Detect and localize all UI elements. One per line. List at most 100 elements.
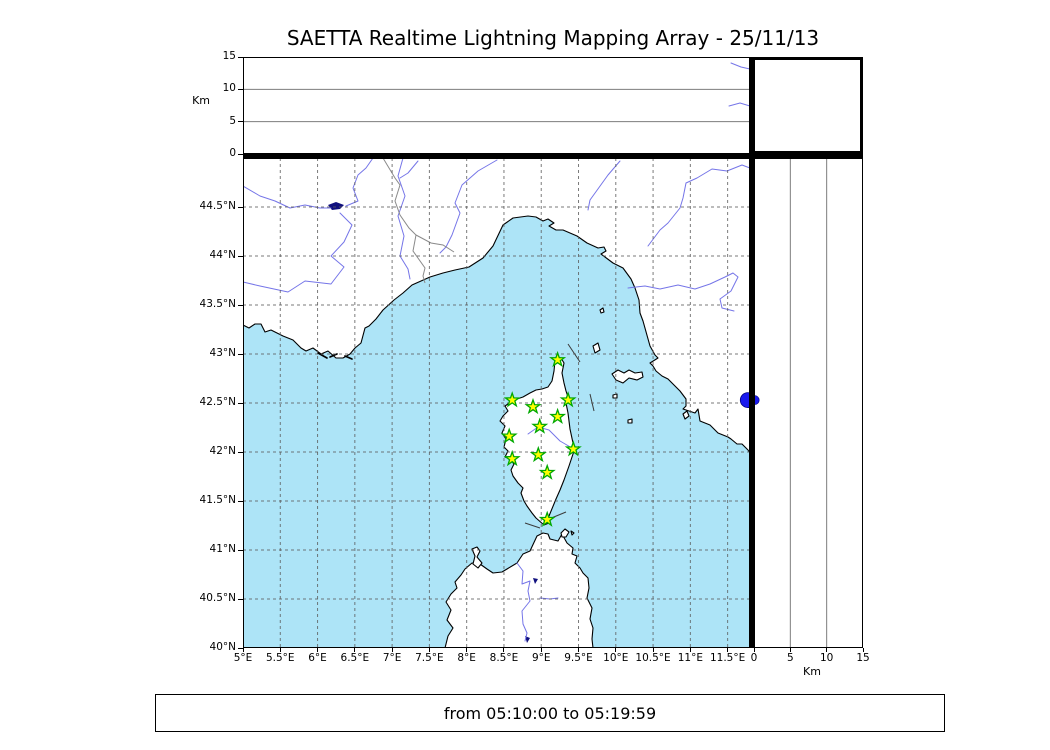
- lon-tick-label: 5°E: [233, 652, 253, 664]
- map-plot: [242, 157, 756, 649]
- altitude-latitude-plot: [749, 158, 863, 648]
- axis-tick: [789, 648, 791, 652]
- lon-tick-label: 6°E: [308, 652, 327, 664]
- lat-tick-label: 40°N: [209, 641, 236, 653]
- axis-tick: [317, 648, 319, 652]
- maddalena-islet: [570, 530, 575, 536]
- axis-tick: [238, 353, 243, 355]
- altitude-tick-label: 15: [222, 50, 236, 62]
- axis-tick: [238, 153, 243, 155]
- map-panel: [242, 157, 756, 649]
- panel-background: [243, 57, 750, 154]
- time-range-text: from 05:10:00 to 05:19:59: [443, 703, 657, 723]
- altitude-tick-label: 10: [222, 82, 236, 95]
- lon-tick-label: 6.5°E: [340, 652, 370, 664]
- axis-tick: [652, 648, 654, 652]
- axis-tick: [238, 121, 243, 123]
- station-star-marker: [564, 440, 582, 457]
- axis-tick: [238, 88, 243, 90]
- axis-tick: [238, 56, 243, 58]
- gorgona-island: [599, 307, 605, 314]
- lat-tick-label: 41.5°N: [199, 494, 236, 506]
- sardinia-lake-1: [533, 578, 538, 584]
- pianosa-island: [612, 393, 618, 399]
- station-star-marker: [500, 427, 518, 444]
- axis-tick: [354, 648, 356, 652]
- giglio-island: [682, 410, 690, 420]
- station-star-marker: [529, 445, 547, 463]
- elba-island: [611, 369, 644, 384]
- rivers: [242, 157, 751, 642]
- lat-tick-label: 44.5°N: [199, 200, 236, 212]
- axis-tick: [238, 402, 243, 404]
- lat-tick-label: 43.5°N: [199, 298, 236, 310]
- mainland-coastline: [242, 157, 751, 454]
- map-gridlines: [243, 158, 750, 648]
- axis-tick: [862, 648, 864, 652]
- corner-panel: [751, 57, 863, 154]
- lat-tick-label: 42.5°N: [199, 396, 236, 408]
- axis-tick: [466, 648, 468, 652]
- panel-frame: [243, 57, 750, 154]
- altitude-km-tick-label: 0: [750, 652, 758, 664]
- station-star-marker: [538, 510, 556, 527]
- axis-tick: [238, 647, 243, 649]
- axis-tick: [615, 648, 617, 652]
- asinara-island: [471, 546, 483, 569]
- river-overflow-strokes: [728, 62, 751, 107]
- lon-tick-label: 8.5°E: [489, 652, 519, 664]
- altitude-vs-latitude-panel: [749, 158, 863, 648]
- lon-tick-label: 7.5°E: [415, 652, 444, 664]
- lon-tick-label: 7°E: [382, 652, 402, 664]
- axis-tick: [238, 500, 243, 502]
- station-star-marker: [538, 463, 556, 480]
- axis-tick: [238, 451, 243, 453]
- lon-tick-label: 11°E: [677, 652, 703, 664]
- lon-tick-label: 8°E: [457, 652, 476, 664]
- lon-tick-label: 10.5°E: [635, 652, 671, 664]
- lat-tick-label: 40.5°N: [199, 592, 236, 604]
- lat-tick-label: 44°N: [209, 249, 236, 261]
- landmasses: [242, 157, 751, 649]
- lat-tick-label: 43°N: [209, 347, 236, 359]
- axis-tick: [727, 648, 729, 652]
- altitude-gridlines: [243, 88, 750, 123]
- montecristo-island: [627, 418, 633, 424]
- altitude-vs-longitude-panel: [243, 57, 751, 154]
- altitude-km-tick-label: 5: [786, 652, 794, 664]
- station-star-marker: [524, 397, 542, 415]
- altitude-axis-unit-label-bottom: Km: [803, 665, 821, 678]
- time-range-box: from 05:10:00 to 05:19:59: [155, 694, 945, 732]
- altitude-km-tick-label: 15: [856, 652, 870, 664]
- altitude-tick-label: 5: [229, 114, 236, 127]
- axis-tick: [238, 304, 243, 306]
- lon-tick-label: 10°E: [603, 652, 629, 664]
- altitude-tick-label: 0: [229, 147, 236, 159]
- chart-title: SAETTA Realtime Lightning Mapping Array …: [286, 26, 820, 50]
- station-star-marker: [549, 407, 567, 424]
- axis-tick: [238, 598, 243, 600]
- lon-tick-label: 11.5°E: [709, 652, 746, 664]
- capraia-island: [592, 342, 601, 354]
- maddalena-islands: [560, 528, 570, 538]
- station-star-marker: [549, 350, 567, 368]
- altitude-gridlines: [789, 158, 828, 648]
- axis-tick: [826, 648, 828, 652]
- lon-tick-label: 9.5°E: [564, 652, 593, 664]
- lat-tick-label: 41°N: [209, 543, 236, 555]
- axis-tick: [503, 648, 505, 652]
- thick-divider-vertical: [750, 57, 755, 648]
- axis-tick: [279, 648, 281, 652]
- axis-tick: [428, 648, 430, 652]
- axis-tick: [391, 648, 393, 652]
- station-star-marker: [559, 391, 577, 408]
- axis-tick: [242, 648, 244, 652]
- altitude-km-tick-label: 10: [819, 652, 834, 664]
- panel-background: [754, 158, 863, 648]
- country-borders: [382, 157, 455, 284]
- altitude-axis-unit-label: Km: [192, 94, 210, 107]
- lake-serre-poncon: [328, 202, 344, 210]
- axis-tick: [238, 549, 243, 551]
- lat-tick-label: 42°N: [209, 445, 236, 457]
